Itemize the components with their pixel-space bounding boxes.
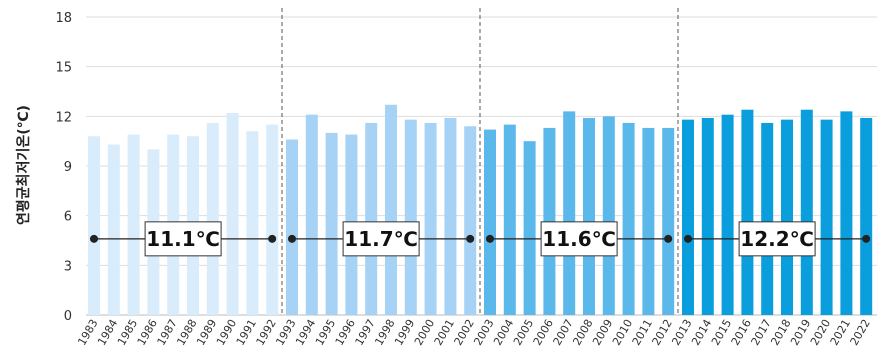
bar-1985 — [127, 134, 140, 315]
y-axis-label: 연평균최저기온(℃) — [15, 105, 32, 225]
average-line-start-dot — [288, 234, 296, 243]
bar-2014 — [701, 117, 714, 315]
bar-2022 — [860, 117, 873, 315]
grid-lines — [86, 16, 877, 316]
bar-1992 — [266, 124, 279, 315]
decade-average-1: 11.1℃ — [90, 221, 277, 257]
average-label: 11.6℃ — [542, 227, 616, 251]
bar-1997 — [365, 122, 378, 315]
decade-average-4: 12.2℃ — [684, 221, 871, 257]
decade-average-2: 11.7℃ — [288, 221, 475, 257]
bar-2001 — [444, 117, 457, 315]
bar-2013 — [682, 119, 694, 316]
y-tick-label: 6 — [64, 210, 72, 225]
bar-2010 — [622, 122, 635, 315]
bar-1998 — [385, 104, 397, 315]
average-label-box — [738, 221, 816, 257]
bar-1995 — [325, 132, 338, 315]
bar-1983 — [88, 136, 100, 315]
average-line-end-dot — [862, 234, 871, 243]
bar-2008 — [583, 117, 595, 315]
bar-1999 — [404, 119, 417, 316]
average-line-start-dot — [684, 234, 692, 243]
average-label-box — [144, 221, 222, 257]
x-axis-ticks: 1983198419851986198719881989199019911992… — [75, 317, 872, 348]
bar-2002 — [464, 126, 477, 316]
bar-2000 — [424, 122, 437, 315]
bar-1989 — [206, 122, 219, 315]
bar-2005 — [523, 141, 536, 315]
bar-2003 — [484, 129, 496, 315]
average-line-end-dot — [268, 234, 277, 243]
x-tick-label: 2022 — [848, 317, 873, 348]
average-line-start-dot — [486, 234, 494, 243]
y-tick-label: 3 — [64, 259, 72, 274]
average-line-end-dot — [664, 234, 673, 243]
bar-2021 — [840, 111, 853, 315]
decade-dividers — [281, 8, 679, 315]
bar-2018 — [781, 119, 793, 316]
bar-1994 — [305, 114, 318, 315]
average-label: 11.7℃ — [344, 227, 418, 251]
average-label-box — [540, 221, 618, 257]
average-label-box — [342, 221, 420, 257]
bar-1991 — [246, 131, 259, 315]
bar-2017 — [761, 122, 774, 315]
average-line-end-dot — [466, 234, 475, 243]
bar-2004 — [503, 124, 516, 315]
bar-2009 — [602, 116, 615, 315]
bar-2011 — [642, 127, 655, 315]
bar-2007 — [563, 111, 576, 315]
average-label: 12.2℃ — [740, 227, 814, 251]
y-axis-ticks: 0 3 6 9 12 15 18 — [55, 11, 72, 324]
decade-average-3: 11.6℃ — [486, 221, 673, 257]
bar-2020 — [820, 119, 833, 316]
bar-1990 — [226, 113, 239, 316]
average-label: 11.1℃ — [146, 227, 220, 251]
decade-averages: 11.1℃ 11.7℃ 11.6℃ 12.2℃ — [90, 221, 871, 257]
bar-2012 — [662, 127, 675, 315]
average-line-start-dot — [90, 234, 98, 243]
bar-2016 — [741, 109, 754, 315]
y-tick-label: 9 — [64, 160, 72, 175]
bar-2015 — [721, 114, 734, 315]
bar-2019 — [800, 109, 813, 315]
y-tick-label: 15 — [55, 61, 72, 76]
y-tick-label: 12 — [55, 110, 72, 125]
y-tick-label: 18 — [55, 11, 72, 26]
bar-1984 — [107, 144, 120, 315]
bar-1993 — [286, 139, 298, 315]
y-tick-label: 0 — [64, 309, 72, 324]
